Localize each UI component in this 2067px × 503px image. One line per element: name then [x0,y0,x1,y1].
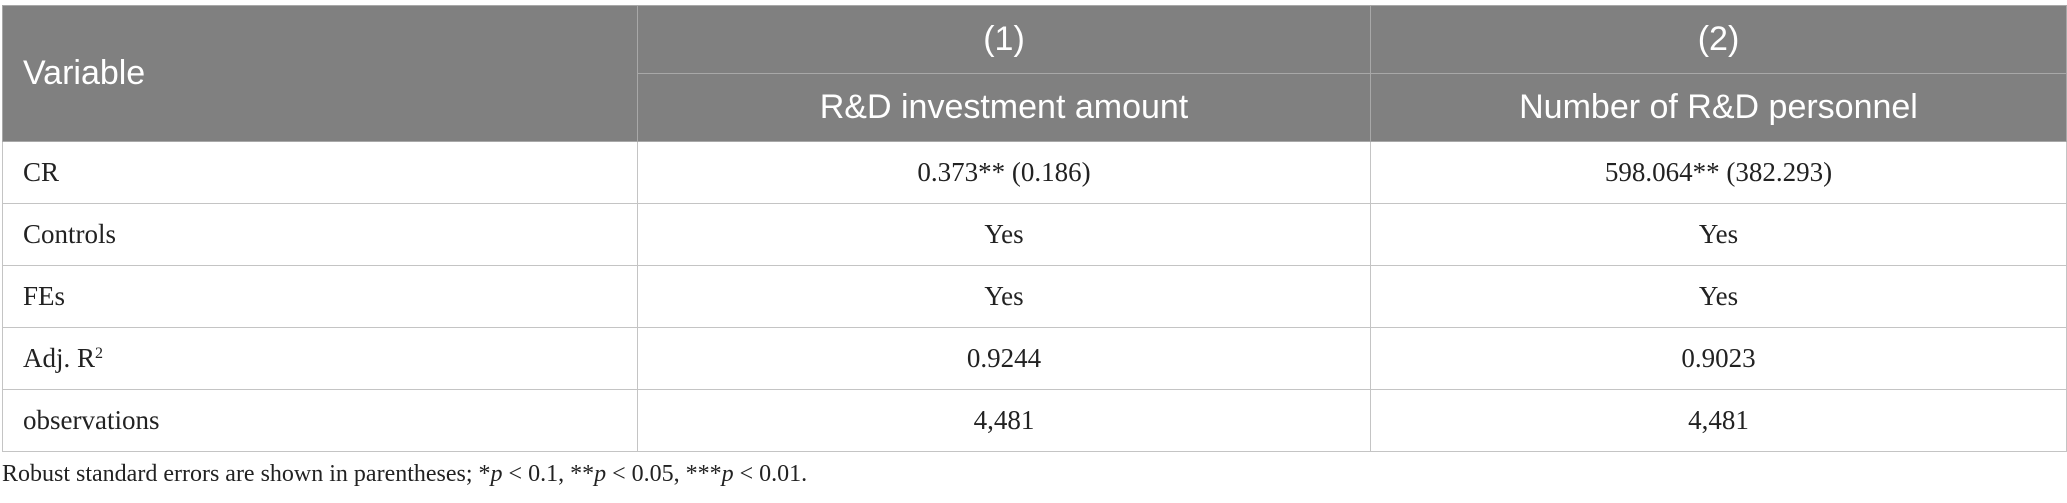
table-footnote: Robust standard errors are shown in pare… [2,461,807,488]
row-value-col2: 0.9023 [1370,327,2067,390]
footnote-p-symbol: p [490,461,503,487]
table-row: observations 4,481 4,481 [2,389,2067,452]
table-row: Controls Yes Yes [2,203,2067,266]
row-label: FEs [2,265,638,328]
row-value-col2: Yes [1370,203,2067,266]
row-label: Controls [2,203,638,266]
footnote-prefix: Robust standard errors are shown in pare… [2,461,491,487]
row-value-col1: Yes [637,203,1371,266]
row-value-col1: 0.373** (0.186) [637,141,1371,204]
column-1-number-header: (1) [637,5,1371,74]
table-body: CR 0.373** (0.186) 598.064** (382.293) C… [2,141,2067,452]
row-label-superscript: 2 [95,345,104,362]
row-value-col1: Yes [637,265,1371,328]
column-2-title-header: Number of R&D personnel [1370,73,2067,142]
row-value-col2: Yes [1370,265,2067,328]
row-value-col1: 4,481 [637,389,1371,452]
row-value-col2: 598.064** (382.293) [1370,141,2067,204]
row-label: CR [2,141,638,204]
header-row-titles: R&D investment amount Number of R&D pers… [3,73,2067,142]
row-value-col2: 4,481 [1370,389,2067,452]
variable-column-header: Variable [2,5,638,142]
header-row-numbers: Variable (1) (2) [2,5,2067,142]
table-row: FEs Yes Yes [2,265,2067,328]
row-label: Adj. R2 [2,327,638,390]
footnote-p-symbol: p [721,461,734,487]
footnote-p-symbol: p [594,461,607,487]
column-1-title-header: R&D investment amount [637,73,1371,142]
footnote-part3: < 0.01. [733,461,808,487]
regression-table-container: Variable (1) (2) R&D investment amount N… [2,5,2067,452]
table-row: Adj. R2 0.9244 0.9023 [2,327,2067,390]
row-label: observations [2,389,638,452]
table-row: CR 0.373** (0.186) 598.064** (382.293) [2,141,2067,204]
footnote-part1: < 0.1, ** [502,461,595,487]
regression-results-table: Variable (1) (2) R&D investment amount N… [2,5,2067,452]
row-label-text: Adj. R [23,343,96,373]
table-header: Variable (1) (2) R&D investment amount N… [2,5,2067,142]
column-2-number-header: (2) [1370,5,2067,74]
row-value-col1: 0.9244 [637,327,1371,390]
footnote-part2: < 0.05, *** [606,461,722,487]
